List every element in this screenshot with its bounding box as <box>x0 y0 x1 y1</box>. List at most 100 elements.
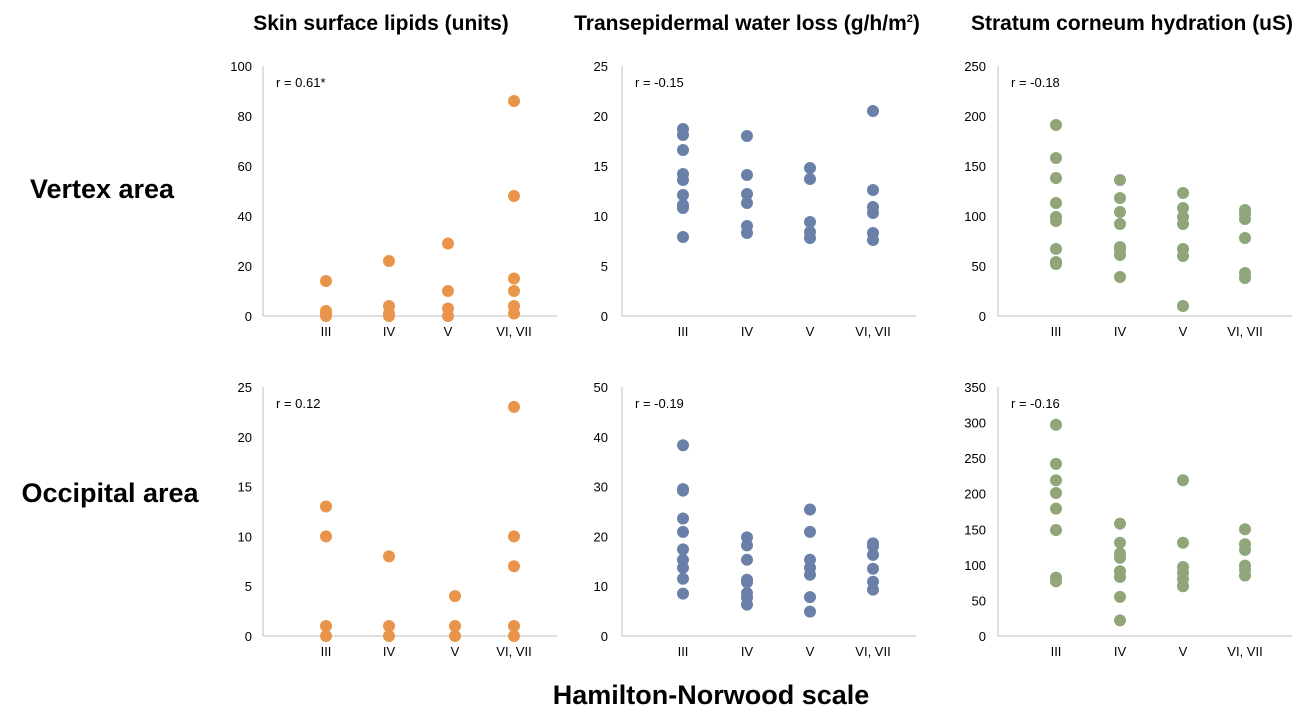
correlation-annotation: r = -0.18 <box>1011 75 1060 90</box>
x-tick-label: VI, VII <box>1227 644 1262 659</box>
data-point <box>383 550 395 563</box>
data-point <box>508 630 520 642</box>
data-point <box>1114 218 1126 230</box>
data-point <box>1114 249 1126 261</box>
data-point <box>677 572 689 585</box>
data-point <box>1050 487 1062 500</box>
y-tick-label: 150 <box>964 522 986 537</box>
y-tick-label: 20 <box>238 259 252 274</box>
data-point <box>1177 300 1189 312</box>
x-tick-label: VI, VII <box>855 644 890 659</box>
data-point <box>867 583 879 596</box>
data-point <box>804 503 816 516</box>
data-point <box>1177 218 1189 230</box>
data-point <box>442 285 454 297</box>
data-point <box>320 620 332 633</box>
data-point <box>677 174 689 186</box>
data-point <box>1114 517 1126 530</box>
data-point <box>1114 614 1126 627</box>
data-point <box>449 590 461 603</box>
y-tick-label: 250 <box>964 59 986 74</box>
data-point <box>677 439 689 452</box>
y-tick-label: 100 <box>964 209 986 224</box>
column-title-hydration: Stratum corneum hydration (uS) <box>970 12 1294 35</box>
data-point <box>677 543 689 556</box>
x-tick-label: VI, VII <box>496 644 531 659</box>
y-tick-label: 100 <box>230 59 252 74</box>
correlation-annotation: r = -0.16 <box>1011 396 1060 411</box>
data-point <box>1239 272 1251 284</box>
data-point <box>741 576 753 589</box>
data-point <box>442 310 454 322</box>
y-tick-label: 15 <box>238 480 252 495</box>
data-point <box>1239 232 1251 244</box>
data-point <box>449 630 461 642</box>
data-point <box>1177 580 1189 593</box>
data-point <box>1114 536 1126 549</box>
data-point <box>1050 418 1062 431</box>
data-point <box>1114 590 1126 603</box>
x-tick-label: IV <box>741 324 754 339</box>
data-point <box>508 95 520 107</box>
data-point <box>1177 536 1189 549</box>
x-tick-label: III <box>678 324 689 339</box>
data-point <box>1114 271 1126 283</box>
data-point <box>741 598 753 611</box>
y-tick-label: 0 <box>979 309 986 324</box>
y-tick-label: 150 <box>964 159 986 174</box>
data-point <box>1050 474 1062 487</box>
data-point <box>508 307 520 320</box>
x-tick-label: III <box>1051 324 1062 339</box>
data-point <box>1050 215 1062 227</box>
x-tick-label: IV <box>383 644 396 659</box>
y-tick-label: 0 <box>601 629 608 644</box>
x-axis-title: Hamilton-Norwood scale <box>552 680 870 710</box>
x-tick-label: V <box>1179 644 1188 659</box>
x-tick-label: IV <box>1114 644 1127 659</box>
data-point <box>1239 213 1251 225</box>
row-label-occipital: Occipital area <box>21 478 199 508</box>
data-point <box>1050 523 1062 536</box>
data-point <box>804 232 816 244</box>
y-tick-label: 50 <box>594 380 608 395</box>
y-tick-label: 200 <box>964 487 986 502</box>
y-tick-label: 5 <box>601 259 608 274</box>
x-tick-label: V <box>444 324 453 339</box>
y-tick-label: 20 <box>594 109 608 124</box>
correlation-annotation: r = 0.12 <box>276 396 320 411</box>
data-point <box>804 568 816 581</box>
y-tick-label: 60 <box>238 159 252 174</box>
x-tick-label: IV <box>1114 324 1127 339</box>
y-tick-label: 0 <box>979 629 986 644</box>
y-tick-label: 40 <box>238 209 252 224</box>
y-tick-label: 0 <box>245 629 252 644</box>
y-tick-label: 250 <box>964 451 986 466</box>
data-point <box>677 189 689 201</box>
y-tick-label: 30 <box>594 480 608 495</box>
data-point <box>867 562 879 575</box>
data-point <box>1050 152 1062 164</box>
y-tick-label: 15 <box>594 159 608 174</box>
data-point <box>1050 258 1062 270</box>
data-point <box>804 173 816 185</box>
row-label-vertex: Vertex area <box>29 174 175 204</box>
correlation-annotation: r = -0.15 <box>635 75 684 90</box>
data-point <box>320 500 332 513</box>
y-tick-label: 50 <box>972 593 986 608</box>
data-point <box>677 587 689 600</box>
data-point <box>1177 250 1189 262</box>
data-point <box>677 231 689 243</box>
y-tick-label: 40 <box>594 430 608 445</box>
y-tick-label: 10 <box>594 209 608 224</box>
data-point <box>677 144 689 156</box>
data-point <box>1114 192 1126 204</box>
data-point <box>1114 174 1126 186</box>
x-tick-label: III <box>678 644 689 659</box>
correlation-annotation: r = -0.19 <box>635 396 684 411</box>
data-point <box>804 591 816 604</box>
data-point <box>320 275 332 287</box>
data-point <box>867 207 879 219</box>
data-point <box>1177 202 1189 214</box>
data-point <box>508 272 520 285</box>
x-tick-label: III <box>321 644 332 659</box>
